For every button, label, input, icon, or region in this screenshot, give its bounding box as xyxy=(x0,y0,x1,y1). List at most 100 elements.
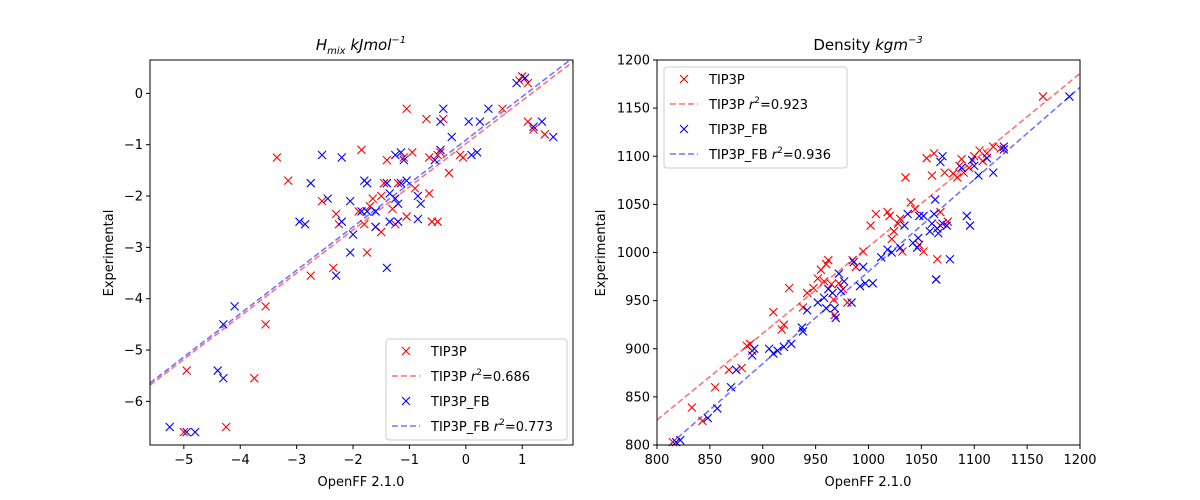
density-data-point xyxy=(866,221,876,230)
density-data-point xyxy=(858,262,868,272)
density-data-point xyxy=(919,247,928,256)
hmix-data-point xyxy=(323,194,333,203)
hmix-data-point xyxy=(520,73,530,83)
density-data-point xyxy=(703,413,713,423)
hmix-data-point xyxy=(402,176,412,186)
density-series-tip3p-fb xyxy=(671,92,1074,447)
hmix-data-point xyxy=(300,219,310,229)
hmix-data-point xyxy=(399,155,409,165)
hmix-y-tick-label: −4 xyxy=(124,292,143,307)
density-data-point xyxy=(809,283,818,293)
density-y-tick-label: 850 xyxy=(625,390,650,405)
density-legend-marker-tip3p xyxy=(679,74,689,84)
hmix-y-tick-label: −3 xyxy=(124,241,143,256)
density-data-point xyxy=(895,214,905,224)
density-data-point xyxy=(914,211,924,221)
hmix-data-point xyxy=(317,150,327,160)
density-data-point xyxy=(927,171,937,180)
hmix-data-point xyxy=(218,319,228,329)
hmix-data-point xyxy=(447,132,457,142)
density-data-point xyxy=(930,195,940,204)
density-data-point xyxy=(1065,92,1074,101)
density-data-point xyxy=(885,211,895,221)
hmix-data-point xyxy=(424,189,434,198)
hmix-data-point xyxy=(399,153,409,162)
density-data-point xyxy=(687,403,697,412)
density-data-point xyxy=(747,351,757,360)
hmix-x-tick-label: −2 xyxy=(343,453,362,468)
density-x-tick-label: 850 xyxy=(697,453,722,468)
density-plot-area: 800 850 900 950 1000 1050 1100 1150 1200 800 850 90… xyxy=(617,54,1097,469)
hmix-data-point xyxy=(529,124,538,134)
density-data-point xyxy=(773,346,782,356)
hmix-data-point xyxy=(359,219,369,229)
hmix-data-point xyxy=(317,196,327,206)
density-data-point xyxy=(813,274,823,283)
density-data-point xyxy=(938,219,947,229)
density-data-point xyxy=(819,293,829,303)
hmix-title-sup: −1 xyxy=(391,35,406,46)
hmix-data-point xyxy=(272,153,282,162)
density-data-point xyxy=(802,305,812,315)
density-data-point xyxy=(936,157,945,167)
density-data-point xyxy=(698,416,707,426)
hmix-data-point xyxy=(261,302,271,311)
density-data-point xyxy=(906,198,916,207)
hmix-data-point xyxy=(371,207,380,216)
density-data-point xyxy=(868,278,878,288)
density-y-tick-label: 1200 xyxy=(617,54,650,69)
hmix-data-point xyxy=(382,263,392,273)
density-data-point xyxy=(855,281,865,291)
hmix-data-point xyxy=(362,178,372,188)
hmix-data-point xyxy=(413,214,423,224)
density-data-point xyxy=(925,226,935,236)
hmix-y-tick-label: −1 xyxy=(124,138,143,153)
density-data-point xyxy=(786,339,796,349)
hmix-legend-label-tip3p: TIP3P xyxy=(430,345,467,360)
hmix-data-point xyxy=(393,217,403,227)
hmix-data-point xyxy=(436,148,445,157)
hmix-data-point xyxy=(540,130,550,139)
hmix-data-point xyxy=(523,78,533,88)
density-data-point xyxy=(749,344,759,354)
density-legend-label-tip3p-fb-fit: TIP3P_FB r2=0.936 xyxy=(708,146,831,163)
density-data-point xyxy=(802,288,812,298)
density-title-unit: kgm xyxy=(870,36,908,54)
hmix-data-point xyxy=(444,168,454,178)
hmix-data-point xyxy=(379,178,389,188)
hmix-data-point xyxy=(337,153,347,162)
density-data-point xyxy=(858,247,868,256)
density-legend-marker-tip3p-fb xyxy=(679,124,689,134)
hmix-data-point xyxy=(182,427,192,437)
hmix-data-point xyxy=(436,145,445,155)
density-data-point xyxy=(929,209,939,219)
density-data-point xyxy=(871,209,881,219)
density-data-point xyxy=(999,145,1009,154)
density-data-point xyxy=(900,221,909,230)
density-y-tick-label: 1000 xyxy=(617,246,650,261)
hmix-xlabel: OpenFF 2.1.0 xyxy=(318,475,405,490)
hmix-ylabel: Experimental xyxy=(102,210,117,297)
hmix-series-tip3p-fb xyxy=(165,73,558,437)
hmix-data-point xyxy=(467,150,476,160)
hmix-data-point xyxy=(410,183,420,193)
density-y-tick-label: 800 xyxy=(625,439,650,454)
density-x-tick-label: 1050 xyxy=(905,453,938,468)
density-data-point xyxy=(967,155,977,165)
density-ylabel: Experimental xyxy=(594,210,609,297)
density-data-point xyxy=(1038,92,1048,101)
density-data-point xyxy=(952,173,962,182)
density-data-point xyxy=(849,257,859,267)
hmix-title-sub: mix xyxy=(327,46,346,57)
density-data-point xyxy=(933,228,943,238)
density-data-point xyxy=(848,255,858,265)
hmix-data-point xyxy=(436,117,445,126)
density-data-point xyxy=(964,163,974,173)
density-data-point xyxy=(847,298,856,307)
density-data-point xyxy=(969,161,979,171)
density-y-tick-label: 1150 xyxy=(617,102,650,117)
hmix-data-point xyxy=(368,194,378,203)
hmix-data-point xyxy=(249,373,259,383)
